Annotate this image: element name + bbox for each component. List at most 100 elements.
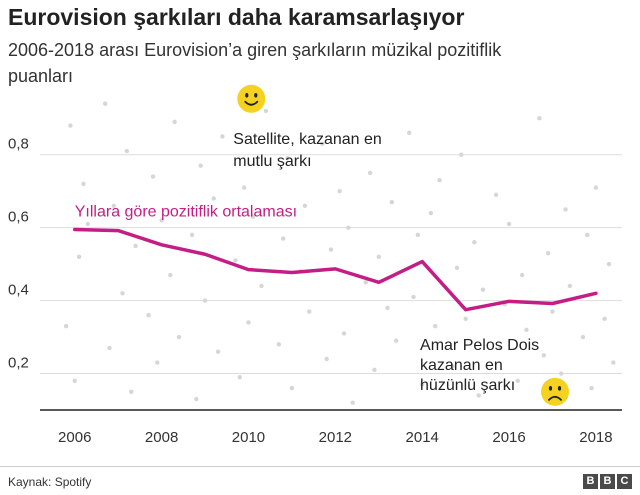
song-point	[129, 389, 134, 394]
song-point	[250, 214, 256, 219]
bbc-logo-letter-1: B	[583, 474, 598, 489]
y-tick-label: 0,8	[8, 136, 29, 153]
song-point	[567, 283, 573, 289]
song-point	[476, 393, 481, 398]
bbc-logo: B B C	[583, 474, 632, 489]
song-point	[372, 367, 377, 373]
bbc-logo-letter-2: B	[600, 474, 615, 489]
x-tick-label: 2012	[319, 429, 352, 446]
emoji-eye	[548, 386, 553, 391]
song-point	[215, 349, 221, 354]
song-point	[515, 378, 520, 384]
song-point	[337, 188, 342, 194]
footer-divider	[0, 466, 640, 467]
song-point	[120, 291, 125, 296]
song-point	[367, 170, 373, 176]
song-point	[289, 385, 295, 391]
emoji-eye	[245, 92, 249, 98]
song-point	[285, 156, 290, 161]
song-point	[541, 353, 547, 358]
song-point	[420, 382, 425, 387]
emoji-face	[541, 377, 569, 406]
y-tick-label: 0,2	[8, 355, 29, 372]
song-point	[155, 360, 160, 365]
song-point	[480, 287, 486, 292]
song-point	[433, 323, 438, 329]
song-point	[524, 327, 529, 332]
song-point	[611, 360, 616, 365]
song-point	[454, 265, 460, 270]
song-point	[189, 232, 195, 238]
y-tick-label: 0,4	[8, 282, 29, 299]
song-point	[385, 305, 390, 311]
song-point	[198, 163, 203, 168]
emoji-mouth	[244, 100, 259, 106]
song-point	[307, 309, 312, 314]
song-point	[437, 178, 442, 183]
song-point	[328, 247, 334, 252]
song-point	[363, 280, 368, 285]
song-point	[472, 240, 477, 245]
song-point	[263, 108, 269, 114]
song-point	[259, 283, 264, 289]
song-point	[606, 261, 612, 267]
song-point	[124, 148, 130, 154]
song-point	[220, 134, 225, 139]
emoji-mouth	[548, 395, 562, 401]
song-point	[72, 378, 77, 384]
y-tick-label: 0,6	[8, 209, 29, 226]
x-tick-label: 2010	[232, 429, 265, 446]
song-point	[302, 203, 308, 208]
annotation-layer: Satellite, kazanan en mutlu şarkı Amar Pel…	[75, 84, 569, 406]
song-point	[233, 258, 238, 263]
song-point	[589, 385, 594, 391]
song-point	[493, 192, 499, 198]
song-point	[558, 371, 564, 376]
song-point	[537, 116, 542, 121]
x-tick-label: 2006	[58, 429, 91, 446]
song-point	[63, 323, 69, 329]
smiley-face-icon	[237, 84, 266, 113]
song-point	[406, 130, 412, 136]
source-note: Kaynak: Spotify	[8, 475, 92, 489]
song-point	[580, 334, 586, 340]
amar-pelos-dois-annotation-text: kazanan en	[420, 357, 503, 374]
song-point	[241, 185, 247, 190]
song-point	[341, 331, 347, 336]
song-point	[107, 345, 112, 351]
song-point	[68, 123, 73, 128]
song-point	[102, 101, 108, 106]
emoji-face	[237, 84, 266, 113]
song-point	[498, 345, 503, 351]
song-point	[85, 221, 90, 227]
line-layer	[72, 227, 598, 312]
song-point	[506, 221, 512, 227]
x-tick-label: 2018	[579, 429, 612, 446]
amar-pelos-dois-annotation-text: hüzünlü şarkı	[420, 377, 515, 394]
song-point	[463, 316, 468, 322]
song-point	[146, 312, 151, 318]
bbc-logo-letter-3: C	[617, 474, 632, 489]
satellite-annotation-text: mutlu şarkı	[233, 153, 311, 170]
song-point	[389, 199, 395, 205]
song-point	[393, 338, 399, 343]
song-point	[350, 400, 355, 405]
song-point	[133, 243, 138, 249]
song-point	[194, 396, 199, 402]
song-point	[602, 316, 607, 322]
song-point	[159, 218, 164, 223]
x-tick-label: 2014	[406, 429, 439, 446]
song-point	[550, 309, 555, 314]
song-point	[150, 174, 156, 179]
song-point	[320, 141, 325, 146]
grid-layer	[40, 154, 622, 375]
satellite-annotation-text: Satellite, kazanan en	[233, 131, 382, 148]
song-point	[415, 232, 421, 238]
song-point	[211, 196, 216, 201]
chart-title: Eurovision şarkıları daha karamsarlaşıyo…	[8, 4, 465, 30]
chart-subtitle: 2006-2018 arası Eurovision’a giren şarkı…	[8, 40, 502, 86]
song-point	[237, 374, 242, 380]
axis-layer: 0,2 0,4 0,6 0,8 2006 2008 2010 2012 2014 2016 2018	[8, 136, 622, 446]
song-point	[459, 152, 464, 157]
